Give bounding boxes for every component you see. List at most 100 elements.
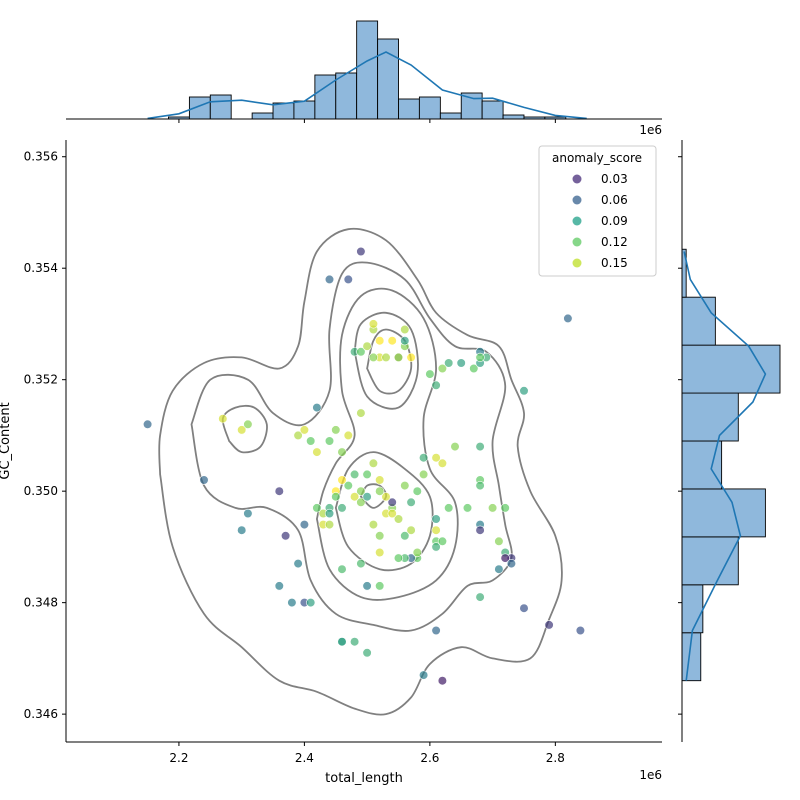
data-point-23 xyxy=(299,425,310,435)
data-point-3 xyxy=(237,425,247,435)
kde-contour-8 xyxy=(359,483,388,509)
data-point-87 xyxy=(337,475,347,485)
kde-contour-4 xyxy=(315,287,459,601)
data-point-5 xyxy=(199,475,209,485)
data-point-46 xyxy=(431,380,441,390)
data-point-101 xyxy=(375,531,385,541)
x-axis-ticks: 2.2 2.4 2.6 2.8 xyxy=(169,742,565,765)
data-point-36 xyxy=(381,352,391,363)
y-hist-bar-2 xyxy=(681,584,704,634)
data-point-105 xyxy=(412,486,422,496)
legend-label-4: 0.12 xyxy=(601,235,628,249)
legend-marker-3 xyxy=(572,216,582,226)
x-offset-label-top: 1e6 xyxy=(639,123,662,137)
data-point-28 xyxy=(356,408,366,418)
data-point-6 xyxy=(243,508,253,519)
data-point-19 xyxy=(312,403,322,413)
data-point-100 xyxy=(368,519,379,530)
x-hist-kde-line xyxy=(147,51,587,120)
y-tick-label-5: 0.354 xyxy=(24,261,58,275)
data-point-12 xyxy=(274,581,284,591)
data-point-9 xyxy=(281,531,291,541)
data-point-20 xyxy=(324,436,335,446)
legend-marker-1 xyxy=(572,174,582,184)
data-point-132 xyxy=(356,558,366,569)
data-point-49 xyxy=(456,358,466,368)
x-tick-label-2: 2.4 xyxy=(295,751,314,765)
data-point-37 xyxy=(387,336,397,346)
x-hist-bar-10 xyxy=(335,72,358,120)
data-point-92 xyxy=(324,508,335,519)
y-tick-label-4: 0.352 xyxy=(24,373,58,387)
data-point-117 xyxy=(475,525,485,535)
data-point-68 xyxy=(437,536,448,546)
y-axis-ticks: 0.346 0.348 0.350 0.352 0.354 0.356 xyxy=(24,150,66,721)
data-point-86 xyxy=(343,481,353,491)
data-point-71 xyxy=(406,525,416,535)
data-point-70 xyxy=(406,497,416,507)
data-point-33 xyxy=(368,319,379,329)
legend-label-3: 0.09 xyxy=(601,214,628,228)
x-hist-bar-6 xyxy=(251,112,274,120)
data-point-44 xyxy=(368,352,379,363)
data-point-81 xyxy=(375,475,385,485)
data-point-22 xyxy=(293,430,303,441)
x-axis-label: total_length xyxy=(325,771,403,786)
data-point-110 xyxy=(494,536,504,546)
data-point-111 xyxy=(494,564,504,574)
data-point-135 xyxy=(412,547,422,558)
data-point-4 xyxy=(243,419,253,429)
data-point-11 xyxy=(299,519,310,530)
data-point-129 xyxy=(337,564,347,574)
x-hist-bar-11 xyxy=(356,20,379,120)
data-point-42 xyxy=(400,336,410,346)
kde-contour-1 xyxy=(158,227,563,716)
data-point-63 xyxy=(462,503,473,513)
y-tick-label-6: 0.356 xyxy=(24,150,58,164)
data-point-27 xyxy=(343,430,353,441)
x-tick-label-3: 2.6 xyxy=(420,751,439,765)
data-point-25 xyxy=(331,425,341,435)
right-hist-ticks xyxy=(678,156,682,715)
data-point-61 xyxy=(475,481,485,491)
data-point-65 xyxy=(431,514,441,524)
data-point-34 xyxy=(375,336,385,346)
x-hist-bar-4 xyxy=(209,94,232,120)
data-point-85 xyxy=(350,469,360,480)
data-point-97 xyxy=(350,492,360,502)
data-point-18 xyxy=(356,246,366,257)
data-point-126 xyxy=(337,637,347,647)
data-point-57 xyxy=(450,442,460,452)
data-point-115 xyxy=(506,558,517,569)
x-hist-bar-18 xyxy=(502,114,525,120)
data-point-69 xyxy=(431,542,441,552)
legend-label-5: 0.15 xyxy=(601,256,628,270)
x-hist-bar-13 xyxy=(398,98,420,120)
x-hist-bar-14 xyxy=(418,96,441,120)
data-point-30 xyxy=(356,347,366,357)
data-point-114 xyxy=(500,553,510,563)
data-point-94 xyxy=(324,519,335,530)
data-point-123 xyxy=(419,670,429,680)
data-point-122 xyxy=(431,625,441,636)
data-point-45 xyxy=(425,369,435,379)
data-point-59 xyxy=(437,458,448,468)
data-point-124 xyxy=(437,676,448,686)
data-point-118 xyxy=(475,592,485,602)
x-hist-bar-17 xyxy=(481,100,504,120)
data-point-41 xyxy=(400,324,410,335)
data-point-62 xyxy=(488,503,498,513)
y-hist-bar-6 xyxy=(681,392,739,442)
data-point-7 xyxy=(237,525,247,535)
y-hist-bar-4 xyxy=(681,488,766,538)
legend-box xyxy=(538,145,657,277)
data-point-48 xyxy=(444,358,454,368)
kde-contour-2 xyxy=(190,261,513,632)
data-point-98 xyxy=(356,497,366,507)
data-point-83 xyxy=(362,469,372,480)
data-point-8 xyxy=(274,486,284,496)
data-point-47 xyxy=(437,363,448,374)
data-point-119 xyxy=(519,603,529,613)
data-point-128 xyxy=(362,648,372,658)
data-point-130 xyxy=(362,581,372,591)
